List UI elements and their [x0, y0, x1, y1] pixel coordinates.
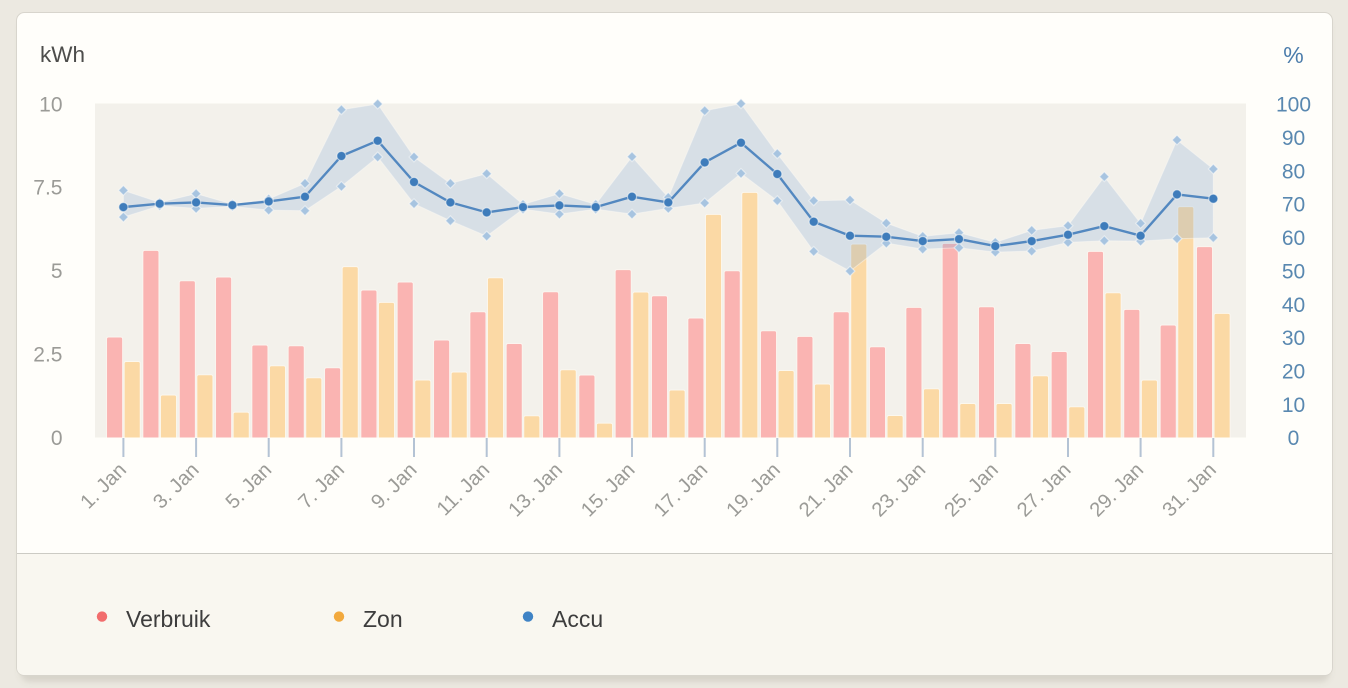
svg-text:Zon: Zon — [363, 606, 403, 632]
svg-text:60: 60 — [1282, 227, 1305, 250]
svg-text:20: 20 — [1282, 361, 1305, 384]
svg-text:50: 50 — [1282, 260, 1305, 283]
svg-text:10: 10 — [1282, 394, 1305, 417]
svg-text:40: 40 — [1282, 294, 1305, 317]
svg-text:7.5: 7.5 — [33, 177, 62, 200]
svg-text:100: 100 — [1276, 94, 1311, 117]
svg-text:80: 80 — [1282, 160, 1305, 183]
svg-text:70: 70 — [1282, 194, 1305, 217]
svg-text:30: 30 — [1282, 327, 1305, 350]
svg-text:90: 90 — [1282, 127, 1305, 150]
svg-text:5: 5 — [51, 260, 63, 283]
svg-text:Accu: Accu — [552, 606, 603, 632]
svg-text:10: 10 — [39, 93, 62, 116]
svg-text:kWh: kWh — [40, 42, 85, 67]
svg-text:2.5: 2.5 — [33, 343, 62, 366]
svg-text:0: 0 — [51, 427, 63, 450]
svg-text:Verbruik: Verbruik — [126, 606, 211, 632]
svg-text:%: % — [1283, 42, 1303, 68]
svg-text:0: 0 — [1288, 427, 1300, 450]
